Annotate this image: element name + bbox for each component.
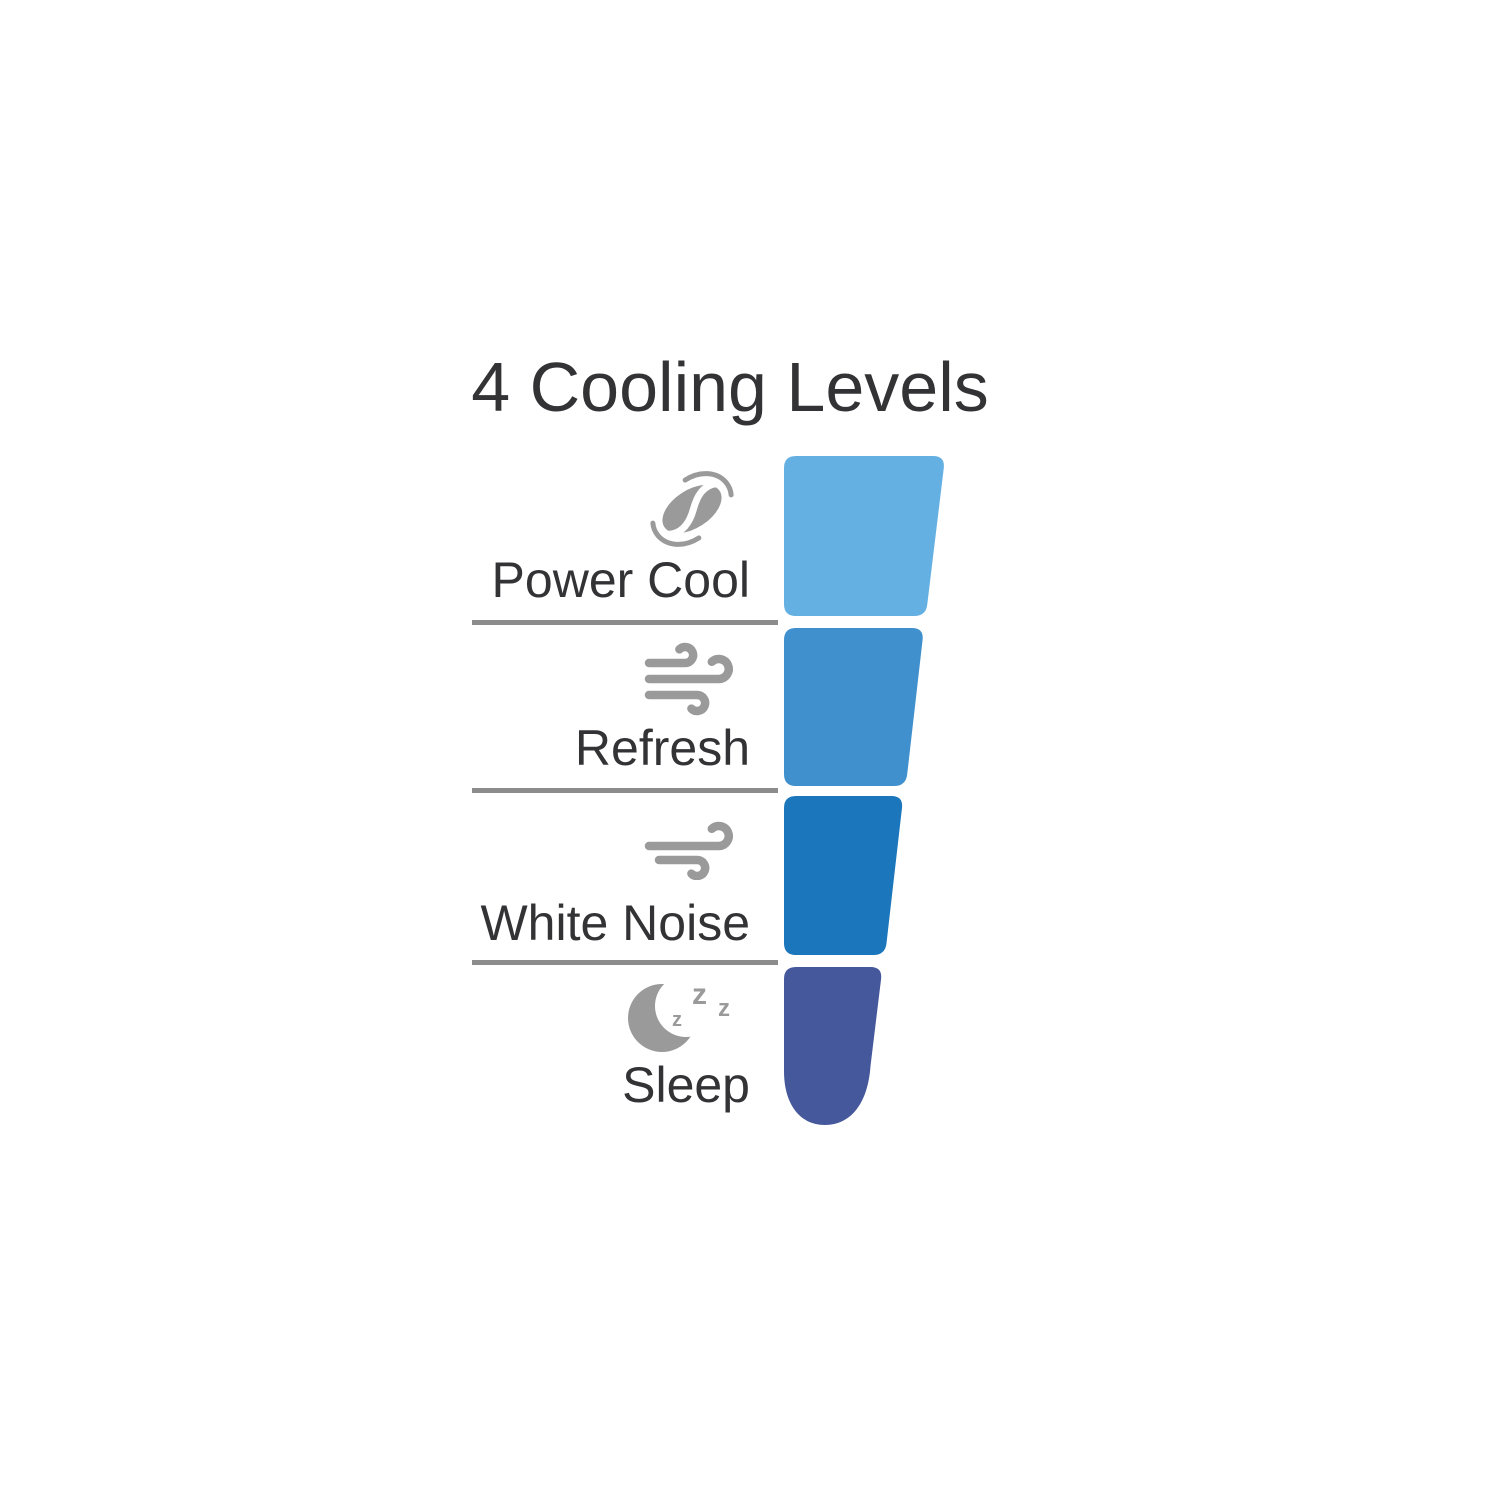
level-label-white-noise: White Noise: [480, 895, 750, 951]
level-label-refresh: Refresh: [574, 720, 750, 776]
funnel-segment-refresh: [784, 628, 923, 786]
level-label-sleep: Sleep: [622, 1057, 750, 1113]
wind-strong-icon: [644, 642, 733, 716]
cooling-funnel-graphic: [784, 456, 944, 1125]
sleep-z-medium: z: [718, 995, 730, 1022]
level-label-power-cool: Power Cool: [491, 552, 750, 608]
divider-line-3: [472, 960, 778, 965]
divider-line-2: [472, 788, 778, 793]
funnel-segment-sleep: [784, 967, 882, 1125]
funnel-segment-power-cool: [784, 456, 944, 616]
funnel-segment-white-noise: [784, 796, 903, 955]
power-cool-swirl-icon: [650, 471, 734, 547]
sleep-z-large: z: [692, 978, 707, 1011]
wind-light-icon: [644, 821, 733, 880]
sleep-z-small: z: [672, 1009, 682, 1031]
moon-zzz-icon: z z z: [628, 976, 730, 1052]
page-title: 4 Cooling Levels: [471, 348, 989, 426]
divider-line-1: [472, 620, 778, 625]
